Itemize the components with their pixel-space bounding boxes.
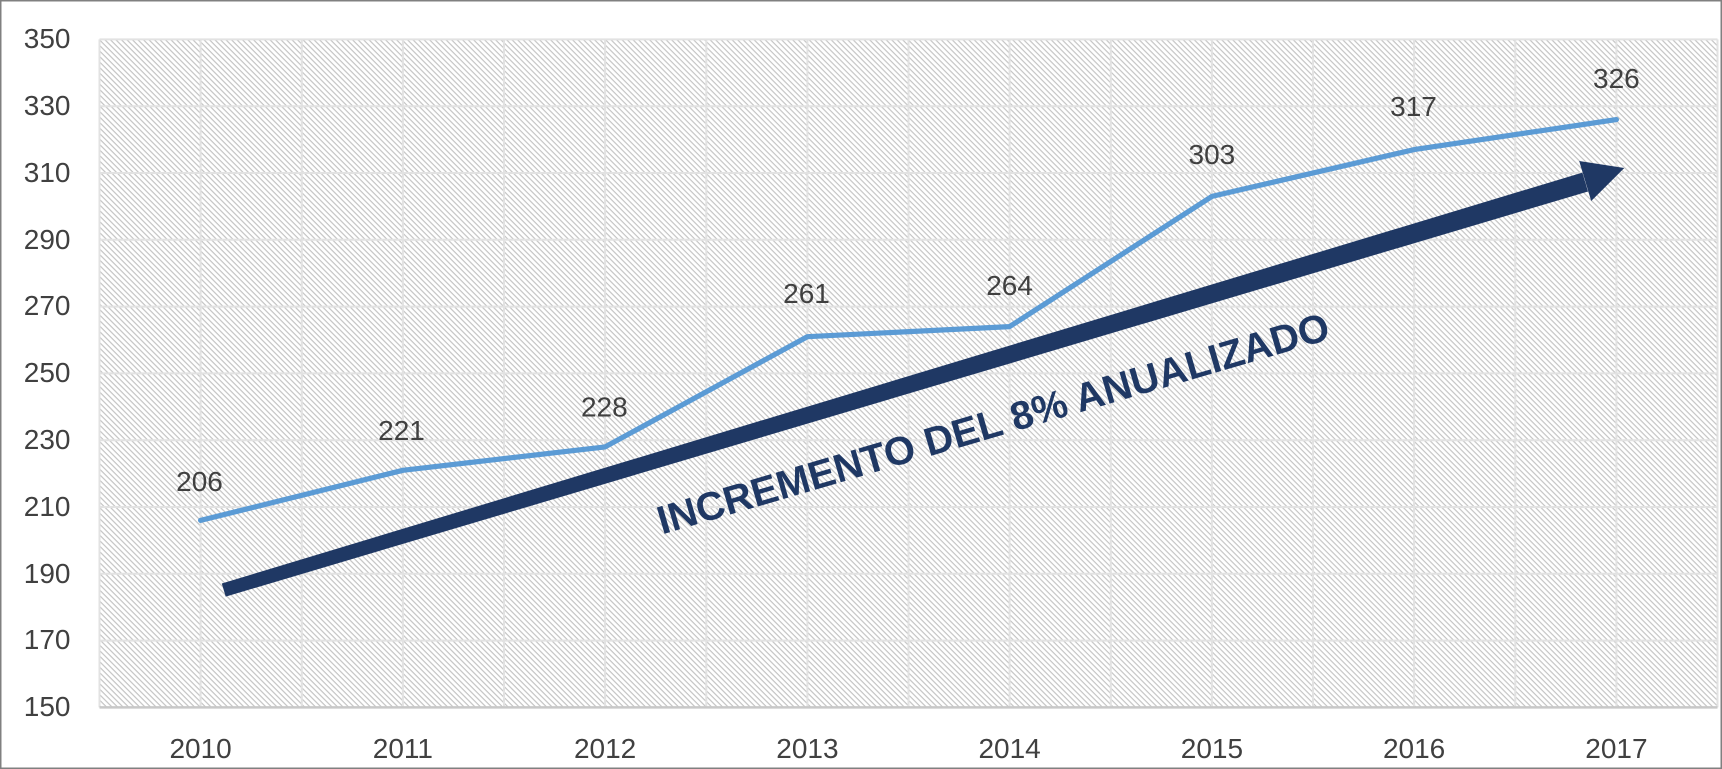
svg-text:2016: 2016 [1383,733,1445,764]
svg-text:330: 330 [24,90,71,121]
svg-text:270: 270 [24,290,71,321]
svg-text:2015: 2015 [1181,733,1243,764]
svg-text:228: 228 [581,392,628,423]
svg-text:261: 261 [783,278,830,309]
svg-text:2013: 2013 [776,733,838,764]
svg-text:210: 210 [24,491,71,522]
svg-text:326: 326 [1593,63,1640,94]
svg-text:221: 221 [378,415,425,446]
svg-text:303: 303 [1189,139,1236,170]
svg-text:350: 350 [24,23,71,54]
svg-text:2012: 2012 [574,733,636,764]
svg-text:190: 190 [24,558,71,589]
svg-text:317: 317 [1390,91,1437,122]
svg-text:170: 170 [24,624,71,655]
svg-text:2014: 2014 [978,733,1040,764]
svg-text:206: 206 [176,466,223,497]
svg-text:264: 264 [986,270,1033,301]
svg-text:250: 250 [24,357,71,388]
svg-text:2011: 2011 [373,733,433,764]
svg-text:2017: 2017 [1585,733,1647,764]
svg-text:290: 290 [24,224,71,255]
svg-text:150: 150 [24,691,71,722]
svg-text:230: 230 [24,424,71,455]
svg-text:2010: 2010 [169,733,231,764]
svg-text:310: 310 [24,157,71,188]
